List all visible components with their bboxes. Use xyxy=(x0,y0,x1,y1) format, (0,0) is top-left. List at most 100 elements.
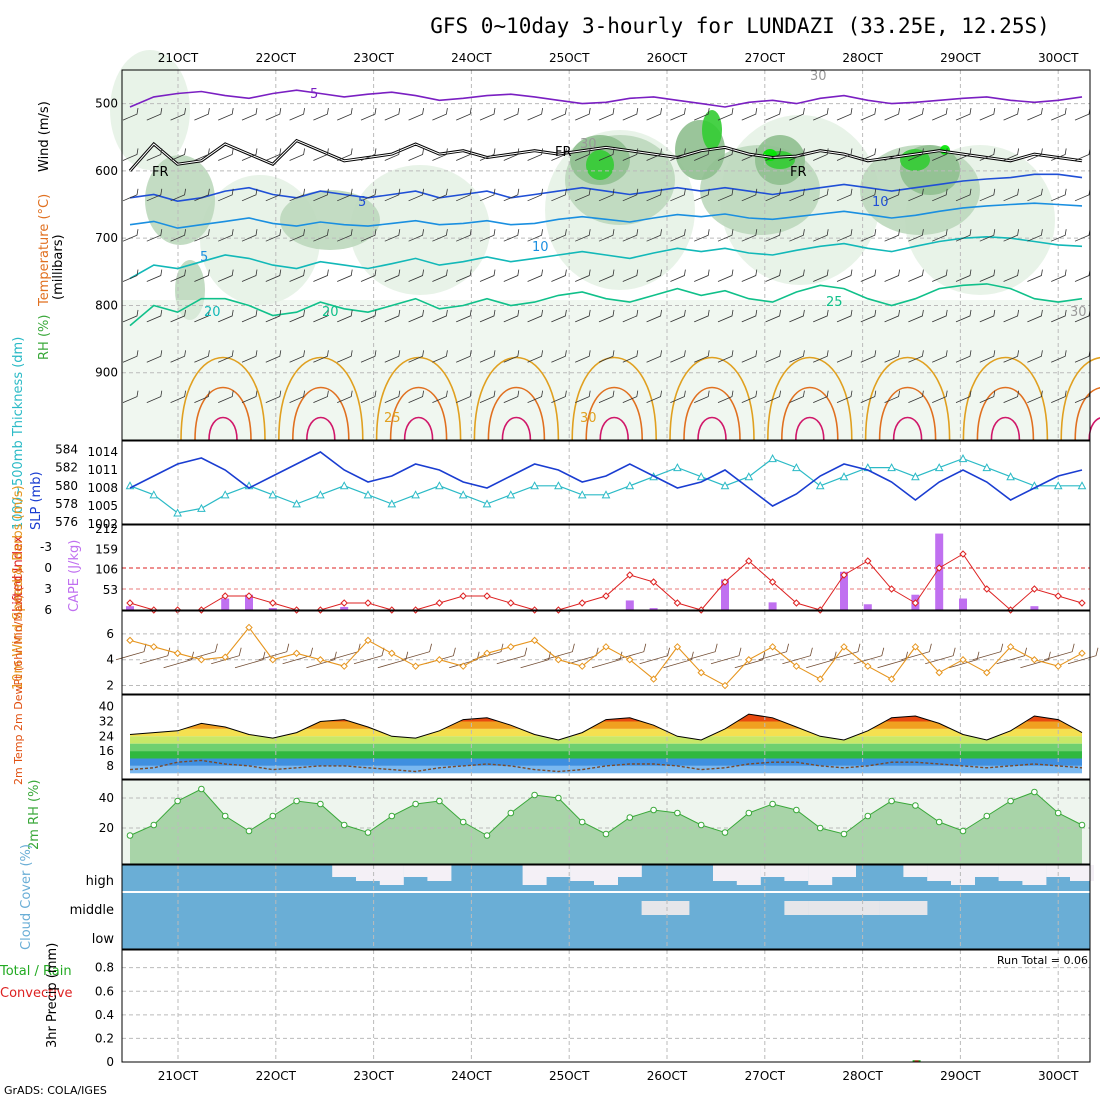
wind-barb xyxy=(551,188,567,202)
temp-35-contour xyxy=(403,416,434,441)
wind-barb xyxy=(836,188,853,202)
cloud-mid-cell xyxy=(665,901,690,915)
wind-barb xyxy=(503,148,520,161)
wind-barb xyxy=(122,188,139,202)
li-marker xyxy=(126,599,134,607)
wind-barb xyxy=(622,188,639,202)
rh-shade xyxy=(586,150,614,180)
wind-barb xyxy=(884,108,900,121)
wind-barb xyxy=(170,108,186,121)
wind-barb xyxy=(289,148,305,161)
thickness-marker xyxy=(887,463,896,472)
wind-barb xyxy=(1003,390,1019,404)
wind-barb xyxy=(860,350,877,363)
wind-barb xyxy=(282,647,313,665)
wind-barb xyxy=(337,350,353,363)
wind-barb xyxy=(622,108,639,121)
wind-barb xyxy=(765,229,781,242)
rh2m-marker xyxy=(864,812,872,820)
temp-30-contour xyxy=(878,386,937,441)
temp-band xyxy=(130,758,1082,766)
wind-barb xyxy=(408,229,424,242)
wind-barb xyxy=(741,309,758,323)
temp-tick: 32 xyxy=(99,715,114,729)
wind-barb xyxy=(313,269,329,282)
li-marker xyxy=(768,578,777,586)
cape-bar xyxy=(649,608,658,610)
wind-barb xyxy=(932,108,948,121)
panel-frame xyxy=(121,694,1091,780)
thickness-marker xyxy=(1053,481,1063,490)
temp-30-contour xyxy=(585,386,643,441)
cloud-high-cell xyxy=(784,865,809,881)
wind-barb xyxy=(479,309,496,323)
wind-barb xyxy=(1051,229,1067,242)
li-marker xyxy=(1078,599,1086,607)
wind-barb xyxy=(932,188,948,202)
wind-barb xyxy=(575,269,591,282)
wind10m-marker xyxy=(745,656,753,664)
wind-barb xyxy=(170,309,186,323)
wind-barb xyxy=(813,350,829,363)
temp-25-contour xyxy=(767,356,853,441)
wind10m-marker xyxy=(1030,656,1039,664)
temp-band xyxy=(130,728,1082,737)
wind-barb xyxy=(622,309,639,323)
wind-barb xyxy=(241,350,258,363)
wind-barb xyxy=(241,188,258,202)
thickness-marker xyxy=(149,490,159,499)
wind-barb xyxy=(1003,269,1019,282)
wind-barb xyxy=(289,269,305,282)
cloud-label: Cloud Cover (%) xyxy=(19,844,34,950)
wind-barb xyxy=(955,229,972,242)
wind-barb xyxy=(384,229,401,242)
temp-tick: 40 xyxy=(99,700,114,714)
wind-barb xyxy=(717,229,734,242)
cape-tick: 106 xyxy=(95,563,118,577)
wind-barb xyxy=(1027,229,1043,242)
wind10m-panel: 6 4 2 10m Wind Speed & Barbs (m/s) xyxy=(11,485,1099,695)
wind-barb xyxy=(1051,390,1067,404)
wind-barb xyxy=(360,269,377,282)
cape-bar xyxy=(863,604,872,610)
wind-barb xyxy=(122,108,139,121)
wind-barb xyxy=(575,309,591,323)
temp-tick: 8 xyxy=(106,759,114,773)
rh-shade xyxy=(110,50,190,170)
wind-barb xyxy=(194,148,210,161)
wind-barb xyxy=(551,350,567,363)
wind10m-marker xyxy=(507,643,515,651)
temp-band xyxy=(130,751,1082,759)
temp-25-contour xyxy=(278,356,364,441)
wind-barb xyxy=(1003,309,1019,323)
wind-barb xyxy=(194,229,210,242)
thickness-marker xyxy=(625,481,635,490)
cloud-cover-panel: high middle low Cloud Cover (%) xyxy=(19,844,1094,950)
wind-barb xyxy=(1027,350,1043,363)
wind-barb xyxy=(646,309,662,323)
wind-barb xyxy=(337,229,353,242)
wind-barb xyxy=(122,148,139,161)
cloud-mid-cell xyxy=(784,901,809,915)
wind-barb xyxy=(337,309,353,323)
wind10m-marker xyxy=(435,656,444,664)
wind-barb xyxy=(503,108,520,121)
wind-barb xyxy=(925,647,956,665)
wind-barb xyxy=(313,309,329,323)
wind-barb xyxy=(408,148,424,161)
thickness-marker xyxy=(387,499,397,508)
contour-label: FR xyxy=(152,165,169,180)
wind-barb xyxy=(789,390,805,404)
precip-tick: 0 xyxy=(106,1055,114,1069)
li-marker xyxy=(578,599,586,607)
panel-frame xyxy=(121,779,1091,865)
x-tick-top: 23OCT xyxy=(353,51,394,65)
wind-barb xyxy=(1051,108,1067,121)
cloud-mid-cell xyxy=(832,901,856,915)
wind-barb xyxy=(908,148,924,161)
wind-barb xyxy=(860,309,877,323)
wind-tick: 4 xyxy=(106,653,114,667)
wind-barb xyxy=(860,269,877,282)
unit-group: (millibars) xyxy=(51,234,66,300)
temp-35-contour xyxy=(501,416,532,441)
